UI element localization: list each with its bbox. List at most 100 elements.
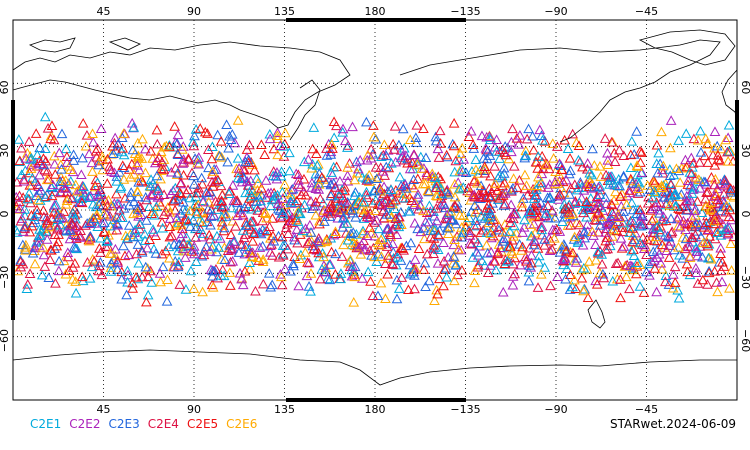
observation-triangle (627, 204, 639, 215)
observation-triangle (658, 160, 669, 171)
observation-triangle (565, 219, 576, 230)
observation-triangle (133, 164, 145, 175)
observation-triangle (249, 164, 260, 175)
observation-triangle (133, 257, 145, 268)
observation-triangle (615, 232, 627, 243)
observation-triangle (682, 217, 694, 228)
observation-triangle (394, 171, 406, 182)
observation-triangle (397, 123, 409, 134)
observation-triangle (663, 279, 675, 289)
observation-triangle (714, 155, 726, 166)
observation-triangle (150, 201, 162, 212)
observation-triangle (48, 207, 60, 217)
observation-triangle (305, 195, 317, 206)
observation-triangle (509, 268, 521, 279)
observation-triangle (626, 136, 638, 146)
observation-triangle (197, 228, 209, 238)
observation-triangle (145, 145, 157, 156)
observation-triangle (598, 272, 610, 283)
observation-triangle (241, 144, 253, 154)
observation-triangle (643, 258, 655, 269)
legend-item-c2e4: C2E4 (147, 417, 179, 431)
observation-triangle (87, 128, 98, 138)
observation-triangle (409, 283, 420, 294)
observation-triangle (172, 168, 183, 178)
observation-triangle (303, 257, 315, 268)
observation-triangle (277, 140, 289, 151)
observation-triangle (430, 131, 442, 142)
observation-triangle (630, 178, 642, 189)
observation-triangle (148, 226, 159, 237)
observation-triangle (368, 217, 380, 227)
observation-triangle (654, 226, 666, 237)
observation-triangle (709, 212, 720, 223)
observation-triangle (227, 242, 239, 253)
observation-triangle (277, 208, 289, 218)
observation-triangle (356, 203, 368, 214)
lat-tick-label-left: 60 (0, 80, 11, 94)
observation-triangle (410, 132, 422, 143)
observation-triangle (202, 128, 213, 138)
observation-triangle (321, 143, 332, 153)
observation-triangle (506, 146, 517, 157)
observation-triangle (310, 209, 322, 220)
observation-triangle (632, 188, 644, 198)
observation-triangle (686, 212, 698, 222)
observation-triangle (643, 219, 655, 230)
observation-triangle (467, 139, 479, 150)
observation-triangle (483, 217, 495, 228)
observation-triangle (371, 256, 383, 266)
observation-triangle (559, 243, 570, 254)
observation-triangle (256, 139, 267, 149)
observation-triangle (19, 210, 31, 221)
observation-triangle (697, 251, 708, 262)
observation-triangle (724, 282, 735, 293)
observation-triangle (86, 218, 97, 229)
observation-triangle (508, 208, 519, 218)
observation-triangle (237, 209, 249, 220)
observation-triangle (86, 157, 98, 168)
observation-triangle (440, 202, 451, 213)
observation-triangle (43, 272, 55, 282)
observation-triangle (282, 228, 294, 239)
observation-triangle (725, 183, 736, 193)
observation-triangle (325, 198, 337, 208)
observation-triangle (52, 236, 64, 247)
lon-tick-label-bottom: −90 (544, 403, 567, 416)
observation-triangle (698, 176, 710, 187)
observation-triangle (194, 216, 205, 226)
observation-triangle (330, 226, 341, 236)
observation-triangle (376, 251, 387, 261)
observation-triangle (449, 275, 460, 286)
observation-triangle (297, 225, 309, 236)
observation-triangle (125, 187, 137, 197)
observation-triangle (56, 164, 67, 174)
observation-triangle (701, 238, 713, 248)
observation-triangle (366, 250, 377, 260)
observation-triangle (324, 274, 336, 285)
observation-triangle (545, 235, 557, 246)
observation-triangle (70, 179, 82, 190)
observation-triangle (648, 223, 659, 233)
observation-triangle (226, 202, 237, 213)
observation-triangle (330, 269, 341, 279)
observation-triangle (428, 248, 439, 259)
observation-triangle (19, 242, 31, 252)
observation-triangle (449, 191, 461, 202)
observation-triangle (95, 232, 106, 243)
observation-triangle (393, 283, 405, 293)
observation-triangle (146, 208, 157, 219)
observation-triangle (549, 232, 560, 243)
observation-triangle (579, 232, 590, 243)
observation-triangle (145, 174, 157, 184)
observation-triangle (449, 178, 461, 189)
observation-triangle (259, 149, 271, 160)
observation-triangle (149, 209, 160, 220)
observation-triangle (218, 225, 230, 236)
observation-triangle (349, 240, 361, 251)
observation-triangle (457, 182, 469, 192)
observation-triangle (35, 185, 47, 195)
observation-triangle (147, 153, 159, 163)
observation-triangle (627, 177, 638, 188)
observation-triangle (264, 128, 276, 139)
